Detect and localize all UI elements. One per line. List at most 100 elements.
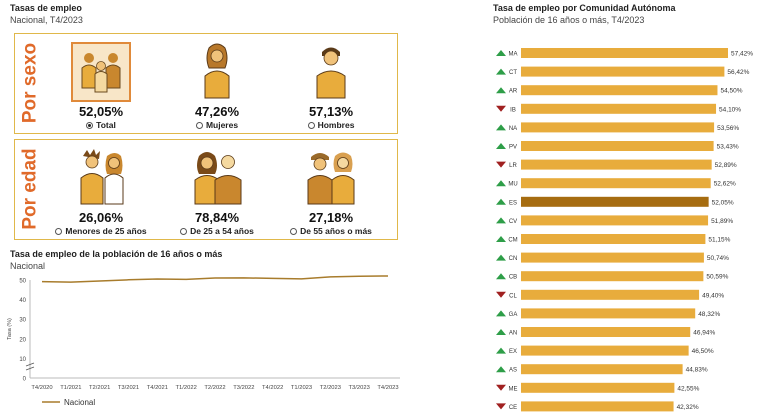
- radio-off-icon[interactable]: [55, 228, 63, 235]
- stat-55-plus-value: 27,18%: [308, 210, 354, 225]
- man-figure-icon[interactable]: [311, 42, 351, 102]
- line-chart-title: Tasa de empleo de la población de 16 año…: [10, 249, 223, 259]
- stat-55-plus: 27,18% De 55 años o más: [276, 210, 386, 236]
- bar-value-label: 49,40%: [702, 292, 724, 299]
- trend-up-icon: [496, 254, 506, 261]
- bar[interactable]: [521, 271, 704, 282]
- bar-value-label: 53,43%: [717, 144, 739, 151]
- radio-women[interactable]: Mujeres: [162, 120, 272, 130]
- radio-25-54[interactable]: De 25 a 54 años: [162, 226, 272, 236]
- radio-off-icon[interactable]: [307, 122, 315, 129]
- axis-break-icon: [25, 362, 35, 371]
- y-tick-label: 20: [19, 337, 26, 343]
- x-tick-label: T1/2021: [60, 385, 81, 391]
- woman-figure-icon[interactable]: [197, 42, 237, 102]
- bar[interactable]: [521, 85, 718, 96]
- bar-value-label: 42,32%: [677, 404, 699, 411]
- bar[interactable]: [521, 289, 700, 300]
- bar[interactable]: [521, 159, 712, 170]
- bar[interactable]: [521, 122, 715, 133]
- category-label: ES: [509, 200, 517, 206]
- x-tick-label: T2/2023: [320, 385, 341, 391]
- category-label: ME: [509, 386, 518, 392]
- bar-value-label: 54,10%: [719, 106, 741, 113]
- x-tick-label: T4/2020: [31, 385, 52, 391]
- trend-up-icon: [496, 217, 506, 224]
- radio-25-54-label: De 25 a 54 años: [190, 226, 254, 236]
- radio-off-icon[interactable]: [290, 228, 298, 235]
- bar-highlight[interactable]: [521, 196, 709, 207]
- y-tick-label: 0: [23, 377, 27, 383]
- bar[interactable]: [521, 345, 689, 356]
- bar[interactable]: [521, 66, 725, 77]
- radio-men-label: Hombres: [317, 120, 355, 130]
- radio-women-label: Mujeres: [205, 120, 239, 130]
- category-label: GA: [509, 312, 518, 318]
- category-label: AN: [509, 331, 517, 337]
- bar-chart: MA 57,42% CT 56,42% AR 54,50% IB 54,10% NA 53,56%…: [496, 48, 753, 412]
- stat-women-value: 47,26%: [194, 104, 240, 119]
- trend-down-icon: [496, 291, 506, 298]
- radio-total[interactable]: Total: [46, 120, 156, 130]
- category-label: CN: [509, 256, 518, 262]
- bar[interactable]: [521, 103, 717, 114]
- bar[interactable]: [521, 401, 674, 412]
- x-tick-label: T3/2021: [118, 385, 139, 391]
- radio-under-25-label: Menores de 25 años: [65, 226, 147, 236]
- stat-total: 52,05% Total: [46, 104, 156, 130]
- bar[interactable]: [521, 327, 691, 337]
- bar[interactable]: [521, 364, 683, 375]
- category-label: CL: [509, 293, 517, 299]
- bar[interactable]: [521, 252, 704, 263]
- category-label: EX: [509, 349, 517, 355]
- bar-value-label: 52,05%: [712, 199, 734, 206]
- series-line-nacional: [41, 275, 389, 283]
- by-sex-panel: Por sexo 52,05% Total 47,26% Mujeres 57,…: [14, 33, 398, 134]
- y-axis-label: Tasa (%): [7, 318, 13, 340]
- radio-off-icon[interactable]: [180, 228, 188, 235]
- bar-value-label: 46,94%: [693, 330, 715, 337]
- radio-55-plus[interactable]: De 55 años o más: [276, 226, 386, 236]
- category-label: CE: [509, 405, 517, 411]
- trend-up-icon: [496, 347, 506, 354]
- bar[interactable]: [521, 215, 709, 226]
- bar[interactable]: [521, 308, 696, 319]
- y-tick-label: 50: [19, 279, 26, 285]
- stat-under-25: 26,06% Menores de 25 años: [46, 210, 156, 236]
- category-label: AR: [509, 89, 518, 95]
- trend-up-icon: [496, 366, 506, 373]
- total-figure-icon[interactable]: [71, 42, 131, 102]
- line-chart-subtitle: Nacional: [10, 261, 46, 271]
- bar[interactable]: [521, 178, 711, 189]
- radio-men[interactable]: Hombres: [276, 120, 386, 130]
- bar-value-label: 50,59%: [706, 274, 728, 281]
- trend-down-icon: [496, 403, 506, 410]
- x-tick-label: T3/2022: [233, 385, 254, 391]
- senior-figure-icon[interactable]: [305, 148, 359, 208]
- x-tick-label: T2/2021: [89, 385, 110, 391]
- bar[interactable]: [521, 234, 706, 244]
- by-age-panel: Por edad 26,06% Menores de 25 años 78,84…: [14, 139, 398, 240]
- radio-off-icon[interactable]: [195, 122, 203, 129]
- adult-figure-icon[interactable]: [191, 148, 245, 208]
- bar-value-label: 42,55%: [677, 385, 699, 392]
- category-label: CM: [508, 238, 517, 244]
- category-label: NA: [509, 126, 517, 132]
- bar[interactable]: [521, 382, 675, 393]
- bar-value-label: 56,42%: [727, 69, 749, 76]
- bar-value-label: 46,50%: [692, 348, 714, 355]
- bar[interactable]: [521, 48, 728, 58]
- trend-up-icon: [496, 236, 506, 242]
- young-figure-icon[interactable]: [77, 148, 127, 208]
- radio-on-icon[interactable]: [86, 122, 94, 129]
- radio-under-25[interactable]: Menores de 25 años: [46, 226, 156, 236]
- y-tick-label: 40: [19, 298, 26, 304]
- y-tick-label: 30: [19, 318, 26, 324]
- trend-down-icon: [496, 105, 506, 112]
- bar-value-label: 52,89%: [715, 162, 737, 169]
- trend-down-icon: [496, 384, 506, 391]
- category-label: CB: [509, 275, 517, 281]
- trend-up-icon: [496, 273, 506, 280]
- bar[interactable]: [521, 141, 714, 151]
- category-label: MA: [509, 52, 518, 58]
